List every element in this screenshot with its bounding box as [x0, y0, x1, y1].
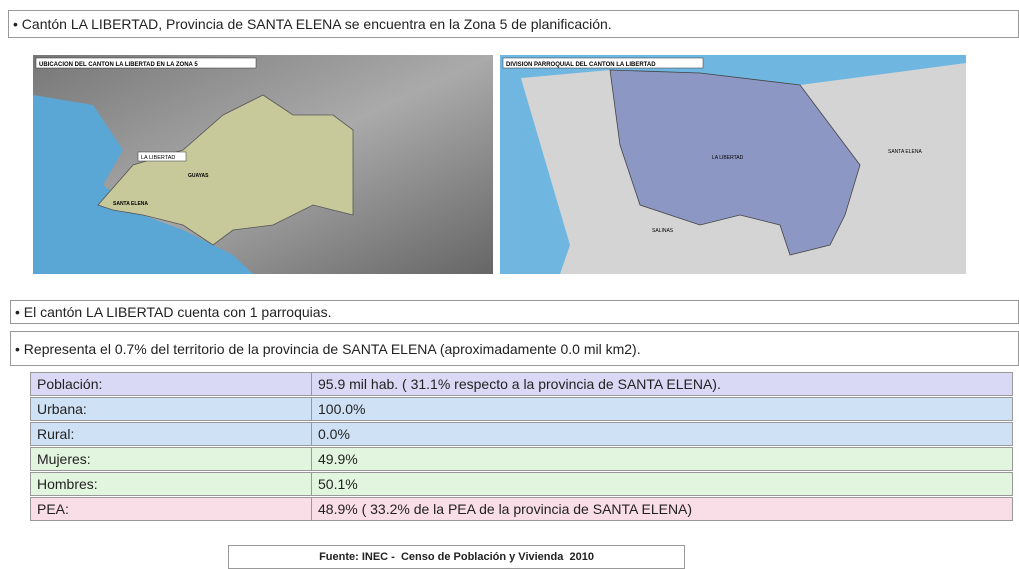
cell-value: 100.0% — [311, 397, 1013, 421]
cell-value: 0.0% — [311, 422, 1013, 446]
table-row: Rural: 0.0% — [30, 422, 1013, 446]
table-row: Urbana: 100.0% — [30, 397, 1013, 421]
cell-label: Hombres: — [30, 472, 312, 496]
table-row: Población: 95.9 mil hab. ( 31.1% respecto… — [30, 372, 1013, 396]
map-label: GUAYAS — [188, 173, 209, 179]
cell-label: Urbana: — [30, 397, 312, 421]
map-label: LA LIBERTAD — [712, 155, 744, 161]
map-title: DIVISION PARROQUIAL DEL CANTON LA LIBERT… — [506, 62, 656, 68]
table-row: Hombres: 50.1% — [30, 472, 1013, 496]
cell-value: 49.9% — [311, 447, 1013, 471]
cell-label: Rural: — [30, 422, 312, 446]
cell-label: Mujeres: — [30, 447, 312, 471]
map-title: UBICACION DEL CANTON LA LIBERTAD EN LA Z… — [39, 62, 198, 68]
map-label: SALINAS — [652, 228, 674, 234]
cell-value: 48.9% ( 33.2% de la PEA de la provincia … — [311, 497, 1013, 521]
intro: • Cantón LA LIBERTAD, Provincia de SANTA… — [8, 10, 1019, 38]
map-left: UBICACION DEL CANTON LA LIBERTAD EN LA Z… — [33, 55, 493, 274]
source: Fuente: INEC - Censo de Población y Vivi… — [228, 545, 685, 569]
map-label: SANTA ELENA — [888, 149, 922, 155]
map-right: DIVISION PARROQUIAL DEL CANTON LA LIBERT… — [500, 55, 966, 274]
map-label: LA LIBERTAD — [141, 155, 175, 161]
map-label: SANTA ELENA — [113, 201, 148, 207]
table-row: Mujeres: 49.9% — [30, 447, 1013, 471]
cell-value: 50.1% — [311, 472, 1013, 496]
cell-value: 95.9 mil hab. ( 31.1% respecto a la prov… — [311, 372, 1013, 396]
cell-label: PEA: — [30, 497, 312, 521]
territorio: • Representa el 0.7% del territorio de l… — [10, 331, 1019, 366]
cell-label: Población: — [30, 372, 312, 396]
table-row: PEA: 48.9% ( 33.2% de la PEA de la provin… — [30, 497, 1013, 521]
parroquias: • El cantón LA LIBERTAD cuenta con 1 par… — [10, 300, 1019, 324]
